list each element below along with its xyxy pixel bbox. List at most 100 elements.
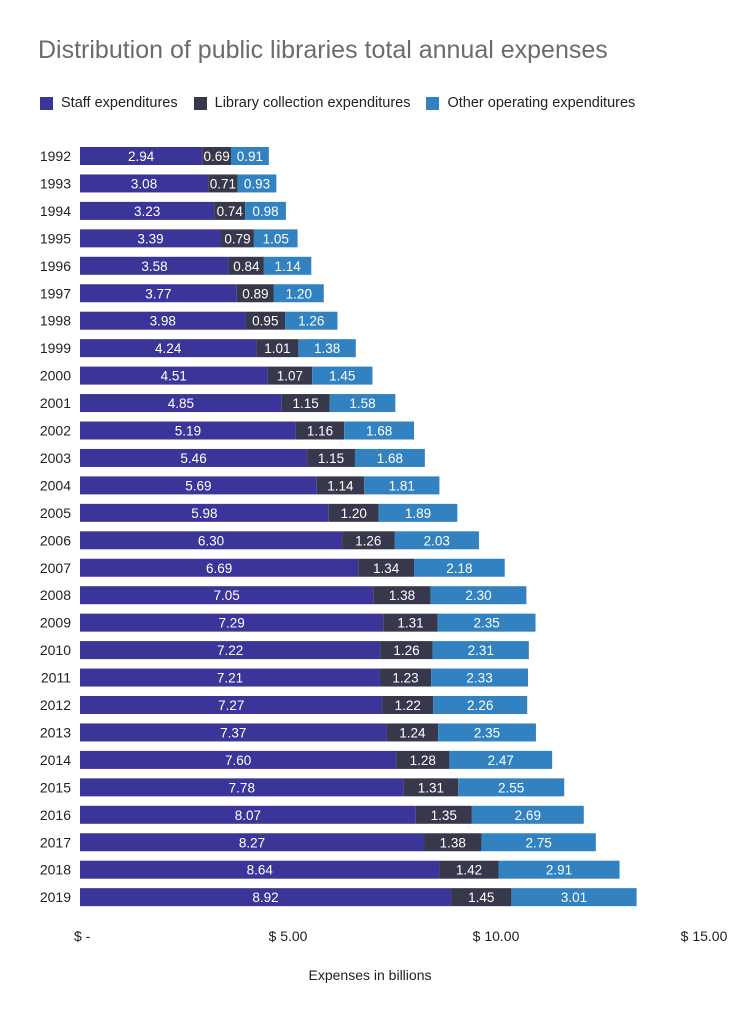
- y-tick-label: 1998: [40, 313, 71, 329]
- y-tick-label: 2000: [40, 368, 71, 384]
- bar-collection: [373, 586, 431, 605]
- bar-staff: [80, 229, 222, 248]
- bar-other: [394, 531, 479, 550]
- bar-other: [432, 641, 529, 660]
- bar-collection: [267, 366, 313, 385]
- x-axis-title: Expenses in billions: [308, 967, 432, 983]
- bar-staff: [80, 833, 425, 852]
- bar-collection: [316, 476, 365, 495]
- bar-other: [498, 860, 620, 879]
- y-tick-label: 2011: [41, 670, 71, 686]
- data-label-other: 2.55: [498, 780, 524, 795]
- data-label-collection: 0.89: [242, 286, 268, 301]
- bar-other: [433, 696, 528, 714]
- data-label-collection: 1.35: [431, 808, 457, 823]
- bar-staff: [80, 339, 257, 358]
- legend-swatch-other: [426, 96, 440, 110]
- data-label-other: 0.98: [252, 204, 278, 219]
- data-label-staff: 8.27: [239, 835, 265, 850]
- y-tick-label: 2012: [40, 697, 71, 713]
- bar-other: [298, 339, 356, 358]
- y-tick-label: 1999: [40, 340, 71, 356]
- bar-staff: [80, 284, 237, 303]
- data-label-other: 1.68: [366, 424, 392, 439]
- bar-other: [438, 723, 536, 742]
- bar-collection: [386, 723, 439, 742]
- y-tick-label: 2009: [40, 615, 71, 631]
- legend-item-staff: Staff expenditures: [40, 95, 178, 111]
- data-label-collection: 0.69: [204, 149, 230, 164]
- bar-collection: [307, 448, 355, 467]
- bar-other: [458, 778, 565, 797]
- data-label-staff: 6.69: [206, 561, 232, 576]
- y-tick-label: 2002: [40, 423, 71, 439]
- bar-collection: [208, 174, 238, 193]
- bar-collection: [415, 805, 472, 824]
- x-tick-label: $ 15.00: [681, 928, 728, 944]
- bar-collection: [383, 613, 438, 632]
- y-tick-label: 2006: [40, 532, 71, 548]
- data-label-staff: 7.21: [217, 671, 243, 686]
- bar-staff: [80, 394, 282, 413]
- data-label-collection: 1.14: [327, 478, 354, 493]
- bar-other: [471, 805, 584, 824]
- bar-other: [329, 394, 396, 413]
- bar-staff: [80, 366, 268, 385]
- data-label-staff: 8.07: [235, 808, 261, 823]
- data-label-collection: 0.95: [252, 314, 278, 329]
- bar-other: [481, 833, 596, 852]
- data-label-staff: 5.46: [180, 451, 206, 466]
- data-label-other: 1.81: [389, 478, 415, 493]
- bar-collection: [256, 339, 299, 358]
- data-label-staff: 5.19: [175, 424, 201, 439]
- data-label-other: 1.58: [349, 396, 375, 411]
- bar-other: [253, 229, 298, 248]
- bar-collection: [358, 558, 415, 577]
- data-label-collection: 1.15: [318, 451, 344, 466]
- bar-other: [364, 476, 440, 495]
- data-label-staff: 5.69: [185, 478, 211, 493]
- data-label-collection: 1.28: [410, 753, 436, 768]
- legend-swatch-staff: [40, 96, 53, 110]
- bar-collection: [281, 394, 330, 413]
- data-label-staff: 7.27: [218, 698, 244, 713]
- bar-collection: [379, 668, 432, 687]
- data-label-other: 2.30: [465, 588, 491, 603]
- legend-swatch-collection: [193, 96, 207, 110]
- bar-collection: [403, 778, 459, 797]
- bar-staff: [80, 201, 215, 220]
- bar-other: [437, 613, 536, 632]
- data-label-staff: 7.22: [217, 643, 243, 658]
- bar-staff: [80, 531, 343, 550]
- data-label-other: 2.35: [473, 616, 499, 631]
- y-tick-label: 2010: [40, 642, 71, 658]
- data-label-collection: 1.38: [440, 835, 466, 850]
- data-label-staff: 3.77: [145, 286, 171, 301]
- y-tick-label: 1992: [40, 148, 71, 164]
- bar-collection: [221, 229, 254, 248]
- bar-staff: [80, 805, 416, 824]
- data-label-other: 3.01: [561, 890, 587, 905]
- bar-other: [414, 558, 505, 577]
- data-label-other: 2.33: [466, 671, 492, 686]
- y-tick-label: 2005: [40, 505, 71, 521]
- y-tick-label: 1993: [40, 175, 71, 191]
- data-label-other: 1.45: [329, 369, 355, 384]
- data-label-collection: 0.79: [224, 231, 250, 246]
- bar-other: [263, 256, 312, 275]
- bar-staff: [80, 256, 229, 275]
- data-label-staff: 3.98: [150, 314, 176, 329]
- data-label-staff: 7.78: [229, 780, 255, 795]
- data-label-staff: 3.39: [137, 231, 163, 246]
- y-tick-label: 2003: [40, 450, 71, 466]
- data-label-staff: 3.23: [134, 204, 160, 219]
- data-label-collection: 1.38: [389, 588, 415, 603]
- data-label-staff: 5.98: [191, 506, 217, 521]
- bar-collection: [396, 750, 450, 769]
- bar-other: [237, 174, 277, 193]
- bar-staff: [80, 641, 381, 660]
- bar-collection: [380, 641, 433, 660]
- data-label-staff: 7.29: [218, 616, 244, 631]
- data-label-collection: 1.34: [373, 561, 400, 576]
- y-tick-label: 2017: [40, 834, 71, 850]
